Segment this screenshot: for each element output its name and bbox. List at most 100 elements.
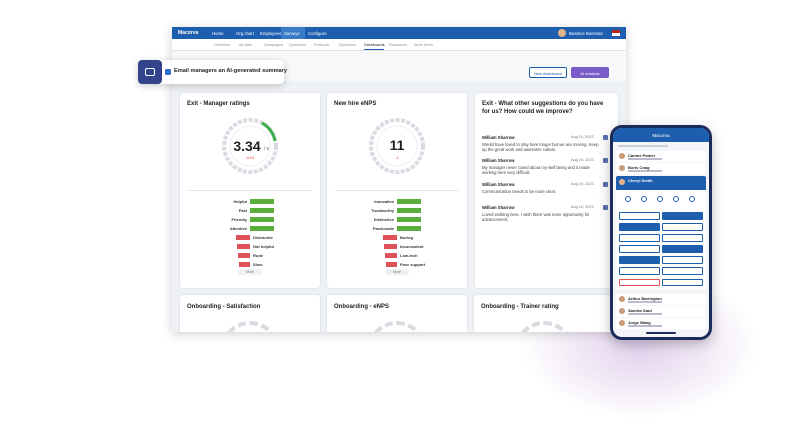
phone-brand: Macorva <box>652 133 670 138</box>
comment-date: Aug 10, 2023 <box>571 135 594 139</box>
comment-text: Would have loved to stay here longer but… <box>482 142 599 153</box>
tab[interactable]: All data <box>239 42 252 47</box>
choice-button[interactable] <box>619 245 660 253</box>
negative-label: Not helpful <box>253 244 274 249</box>
more-link[interactable]: More <box>385 269 409 275</box>
flag <box>612 30 620 36</box>
emoji[interactable] <box>673 196 679 202</box>
comment-icon[interactable] <box>603 157 608 163</box>
comment-author: William Sharrow <box>482 182 515 187</box>
new-dashboard-button[interactable]: New dashboard <box>529 67 567 78</box>
user: Beatrice Bienman <box>569 30 603 36</box>
nav-active <box>281 27 305 39</box>
positive-label: Attentive <box>229 226 247 231</box>
person-name: Arthur Barrington <box>628 295 662 301</box>
person-name: Carime Parker <box>628 152 656 158</box>
score: 3.34 <box>233 138 261 154</box>
person-row[interactable] <box>616 306 706 317</box>
person-row[interactable] <box>616 151 706 162</box>
phone: Macorva Carime Parker Boris Craig Cheryl Sm… <box>610 125 712 340</box>
person-row[interactable] <box>616 163 706 174</box>
person-row[interactable] <box>616 318 706 329</box>
choice-button[interactable] <box>662 234 703 242</box>
card-title: Onboarding - Satisfaction <box>187 304 261 310</box>
negative-bar <box>237 244 250 249</box>
phone-header <box>613 128 709 142</box>
button-label: New dashboard <box>533 71 563 76</box>
comment-icon[interactable] <box>603 134 608 140</box>
tab[interactable]: Products <box>314 42 329 47</box>
emoji[interactable] <box>689 196 695 202</box>
choice-button[interactable] <box>619 256 660 264</box>
negative-bar <box>385 253 397 258</box>
tab[interactable]: Work items <box>414 42 433 47</box>
choice-button[interactable] <box>662 267 703 275</box>
choice-button[interactable] <box>662 256 703 264</box>
ai-analysis-button[interactable]: AI analysis <box>571 67 609 78</box>
negative-bar <box>239 262 250 267</box>
tab[interactable]: Dashboards <box>364 42 385 47</box>
comment-text: Communication needs to be more clear. <box>482 189 557 194</box>
person-row[interactable] <box>616 294 706 305</box>
choice-button[interactable] <box>662 245 703 253</box>
gauge-top <box>514 321 574 332</box>
gauge <box>369 118 425 174</box>
person-sub <box>628 301 662 303</box>
change: -0.01 <box>245 156 255 160</box>
more-link[interactable]: More <box>238 269 262 275</box>
nav-item[interactable]: Configure <box>308 30 327 36</box>
comment-icon[interactable] <box>603 181 608 187</box>
choice-button[interactable] <box>619 223 660 231</box>
expanded-avatar <box>619 179 625 185</box>
positive-label: Innovative <box>374 199 394 204</box>
person-sub <box>628 313 662 315</box>
button-label: AI analysis <box>580 70 600 76</box>
choice-button[interactable] <box>619 267 660 275</box>
lower-card: Onboarding - eNPS <box>327 295 467 332</box>
lower-card: Onboarding - Trainer rating <box>474 295 617 332</box>
tab[interactable]: Campaigns <box>264 42 284 47</box>
divider <box>335 190 459 191</box>
dislike-button[interactable] <box>619 279 660 286</box>
inbox-icon <box>145 68 155 76</box>
callout: Email managers an AI-generated summary <box>138 60 287 84</box>
positive-bar <box>397 199 421 204</box>
tab[interactable]: Questions <box>339 42 357 47</box>
positive-bar <box>397 226 421 231</box>
tab[interactable]: Questions <box>289 42 307 47</box>
avatar <box>558 29 566 37</box>
comment-author: William Sharrow <box>482 158 515 163</box>
positive-bar <box>397 217 421 222</box>
card-title: New hire eNPS <box>334 101 377 107</box>
comment-icon[interactable] <box>603 204 608 210</box>
negative-label: Poor support <box>400 262 426 267</box>
nav-item[interactable]: Surveys <box>284 30 300 36</box>
positive-label: Distinctive <box>373 217 394 222</box>
positive-bar <box>250 199 274 204</box>
negative-label: Inconsistent <box>400 244 424 249</box>
home-bar <box>646 332 676 334</box>
choice-button[interactable] <box>662 223 703 231</box>
checkbox[interactable] <box>165 69 171 75</box>
person-sub <box>628 325 662 327</box>
gauge <box>222 118 278 174</box>
rating-card: Exit - Manager ratings 3.34/ 5 -0.01 Helpf… <box>180 93 320 288</box>
nav-item[interactable]: Employees <box>260 30 282 36</box>
comment-date: Aug 10, 2023 <box>571 182 594 186</box>
emoji[interactable] <box>657 196 663 202</box>
tab[interactable]: Resources <box>389 42 408 47</box>
emoji[interactable] <box>641 196 647 202</box>
sub-nav: Overview All data Campaigns Questions Produc… <box>172 39 626 51</box>
choice-button[interactable] <box>619 234 660 242</box>
emoji[interactable] <box>625 196 631 202</box>
positive-bar <box>397 208 421 213</box>
like-button[interactable] <box>662 279 703 286</box>
choice-button[interactable] <box>619 212 660 220</box>
nav-item[interactable]: Home <box>212 30 224 36</box>
person-sub <box>628 158 662 160</box>
choice-button[interactable] <box>662 212 703 220</box>
person-name: Jorge Wang <box>628 319 651 325</box>
nav-item[interactable]: Org chart <box>236 30 254 36</box>
tab[interactable]: Overview <box>214 42 230 47</box>
callout-text: Email managers an AI-generated summary <box>174 68 287 74</box>
